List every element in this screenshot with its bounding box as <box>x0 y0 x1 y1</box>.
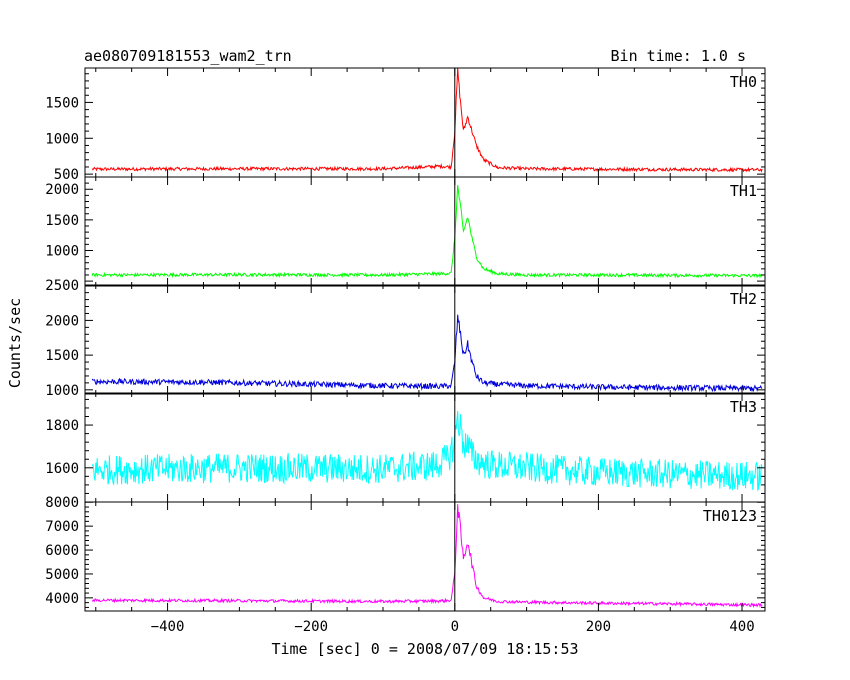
y-tick-label: 1600 <box>45 461 79 477</box>
x-axis-label: Time [sec] 0 = 2008/07/09 18:15:53 <box>271 640 578 658</box>
panel-label: TH1 <box>730 182 757 200</box>
y-tick-label: 6000 <box>45 543 79 559</box>
y-tick-label: 1500 <box>45 213 79 229</box>
y-tick-label: 7000 <box>45 519 79 535</box>
y-tick-label: 1000 <box>45 243 79 259</box>
panel-th2: 1000 1500 2000 2500 TH2 <box>45 278 766 399</box>
panel-frame <box>84 284 766 395</box>
x-tick-label: −400 <box>151 619 185 635</box>
panel-label: TH3 <box>730 398 757 416</box>
panel-th0123: 4000 5000 6000 7000 8000 TH0123 <box>45 495 766 612</box>
panel-label: TH0123 <box>703 507 757 525</box>
x-axis: −400 −200 0 200 400 <box>151 619 755 635</box>
y-axis-label: Counts/sec <box>6 298 24 388</box>
y-tick-label: 2000 <box>45 182 79 198</box>
y-tick-label: 8000 <box>45 495 79 511</box>
x-tick-label: 0 <box>451 619 459 635</box>
panel-th0: 500 1000 1500 TH0 <box>45 67 766 183</box>
x-tick-label: −200 <box>294 619 328 635</box>
y-tick-label: 1500 <box>45 348 79 364</box>
panel-frame <box>84 67 766 178</box>
y-tick-label: 2500 <box>45 278 79 294</box>
series-line-th1 <box>91 184 763 279</box>
series-line-th2 <box>91 314 763 393</box>
panel-frame <box>84 501 766 612</box>
panel-label: TH0 <box>730 73 757 91</box>
y-tick-label: 4000 <box>45 591 79 607</box>
y-tick-label: 5000 <box>45 567 79 583</box>
panels-group: 500 1000 1500 TH0 1000 1500 2000 TH1 1000 1500 200… <box>45 67 766 612</box>
y-tick-label: 1800 <box>45 418 79 434</box>
series-line-th0 <box>91 68 763 173</box>
y-tick-label: 1500 <box>45 95 79 111</box>
y-tick-label: 500 <box>54 167 79 183</box>
panel-th3: 1600 1800 TH3 <box>45 392 766 503</box>
figure-title: ae080709181553_wam2_trn <box>84 47 292 65</box>
series-line-th3 <box>91 410 763 492</box>
y-tick-label: 1000 <box>45 383 79 399</box>
x-tick-label: 400 <box>729 619 754 635</box>
panel-th1: 1000 1500 2000 TH1 <box>45 176 766 287</box>
x-tick-label: 200 <box>586 619 611 635</box>
series-line-th0123 <box>91 504 763 609</box>
panel-label: TH2 <box>730 290 757 308</box>
y-tick-label: 1000 <box>45 131 79 147</box>
panel-frame <box>84 176 766 287</box>
y-tick-label: 2000 <box>45 313 79 329</box>
bin-time-label: Bin time: 1.0 s <box>611 47 746 65</box>
